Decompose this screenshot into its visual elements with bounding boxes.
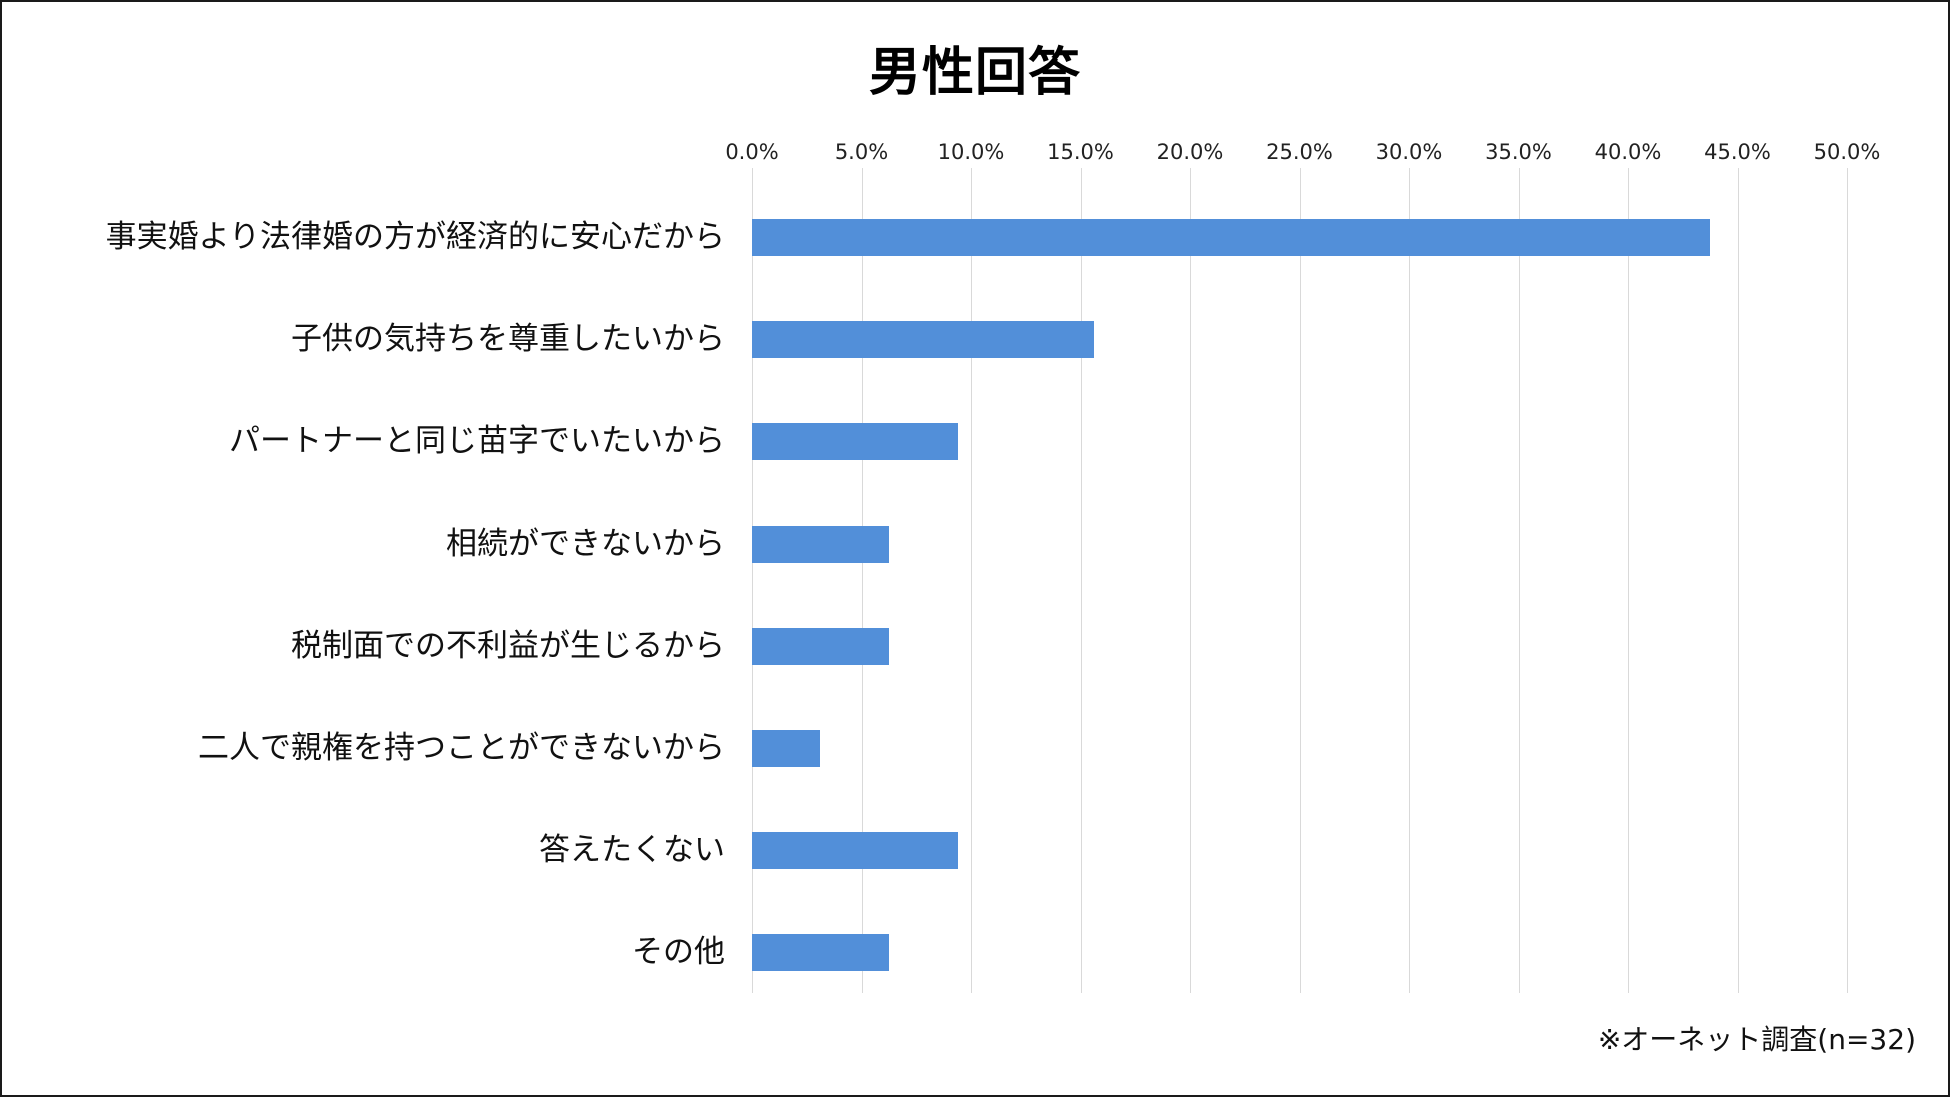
x-tick-label: 40.0% bbox=[1594, 140, 1662, 164]
gridline bbox=[1300, 168, 1301, 993]
category-label: 税制面での不利益が生じるから bbox=[291, 628, 725, 664]
x-tick-label: 30.0% bbox=[1375, 140, 1443, 164]
category-label: その他 bbox=[632, 934, 725, 970]
x-tick-label: 5.0% bbox=[834, 140, 889, 164]
category-label: パートナーと同じ苗字でいたいから bbox=[229, 423, 725, 459]
gridline bbox=[1190, 168, 1191, 993]
bar bbox=[752, 321, 1094, 358]
bar bbox=[752, 730, 820, 767]
x-tick-label: 15.0% bbox=[1047, 140, 1114, 164]
gridline bbox=[971, 168, 972, 993]
gridline bbox=[1081, 168, 1082, 993]
gridline bbox=[1738, 168, 1739, 993]
gridline bbox=[752, 168, 753, 993]
x-tick-label: 20.0% bbox=[1156, 140, 1224, 164]
source-footnote: ※オーネット調査(n=32) bbox=[1597, 1023, 1916, 1056]
gridline bbox=[1847, 168, 1848, 993]
bar bbox=[752, 934, 889, 971]
gridline bbox=[1628, 168, 1629, 993]
x-tick-label: 0.0% bbox=[725, 140, 779, 164]
category-label: 二人で親権を持つことができないから bbox=[198, 730, 725, 766]
x-tick-label: 50.0% bbox=[1813, 140, 1881, 164]
bar bbox=[752, 832, 958, 869]
bar bbox=[752, 423, 958, 460]
category-label: 子供の気持ちを尊重したいから bbox=[291, 321, 725, 357]
category-label: 相続ができないから bbox=[446, 526, 725, 562]
gridline bbox=[1409, 168, 1410, 993]
x-tick-label: 10.0% bbox=[937, 140, 1005, 164]
x-tick-label: 35.0% bbox=[1485, 140, 1552, 164]
bar bbox=[752, 219, 1710, 256]
bar bbox=[752, 628, 889, 665]
category-label: 答えたくない bbox=[539, 832, 725, 868]
x-tick-label: 45.0% bbox=[1704, 140, 1771, 164]
bar bbox=[752, 526, 889, 563]
chart-title: 男性回答 bbox=[868, 43, 1081, 103]
gridline bbox=[862, 168, 863, 993]
x-tick-label: 25.0% bbox=[1266, 140, 1333, 164]
category-label: 事実婚より法律婚の方が経済的に安心だから bbox=[105, 219, 725, 255]
gridline bbox=[1519, 168, 1520, 993]
